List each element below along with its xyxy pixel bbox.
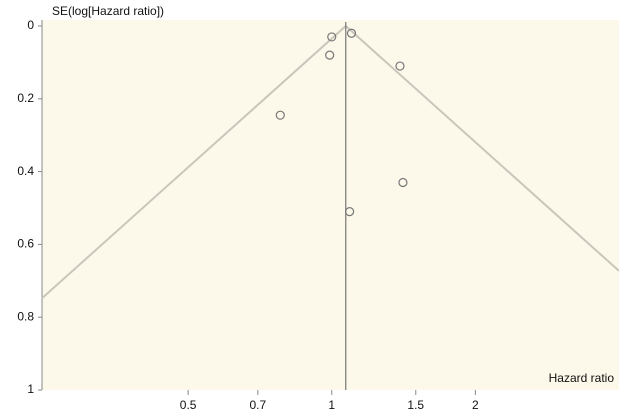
x-tick-label: 0.5: [180, 398, 197, 412]
study-point: [345, 207, 355, 217]
y-tick-label: 0.8: [17, 309, 34, 323]
x-tick-label: 1: [328, 398, 335, 412]
x-tick-label: 1.5: [407, 398, 424, 412]
y-tick-label: 0.2: [17, 91, 34, 105]
study-point: [327, 32, 337, 42]
x-tick-label: 0.7: [250, 398, 267, 412]
y-tick-label: 0: [27, 18, 34, 32]
study-point: [325, 50, 335, 60]
y-tick-label: 1: [27, 382, 34, 396]
y-tick-label: 0.4: [17, 164, 34, 178]
study-point: [398, 177, 408, 188]
y-axis-label: SE(log[Hazard ratio]): [52, 4, 164, 18]
study-point: [395, 61, 405, 71]
plot-background: [42, 20, 619, 390]
x-tick-label: 2: [472, 398, 479, 412]
study-point: [275, 110, 285, 120]
y-tick-label: 0.6: [17, 237, 34, 251]
study-point: [346, 28, 357, 38]
x-axis-label: Hazard ratio: [549, 371, 615, 385]
